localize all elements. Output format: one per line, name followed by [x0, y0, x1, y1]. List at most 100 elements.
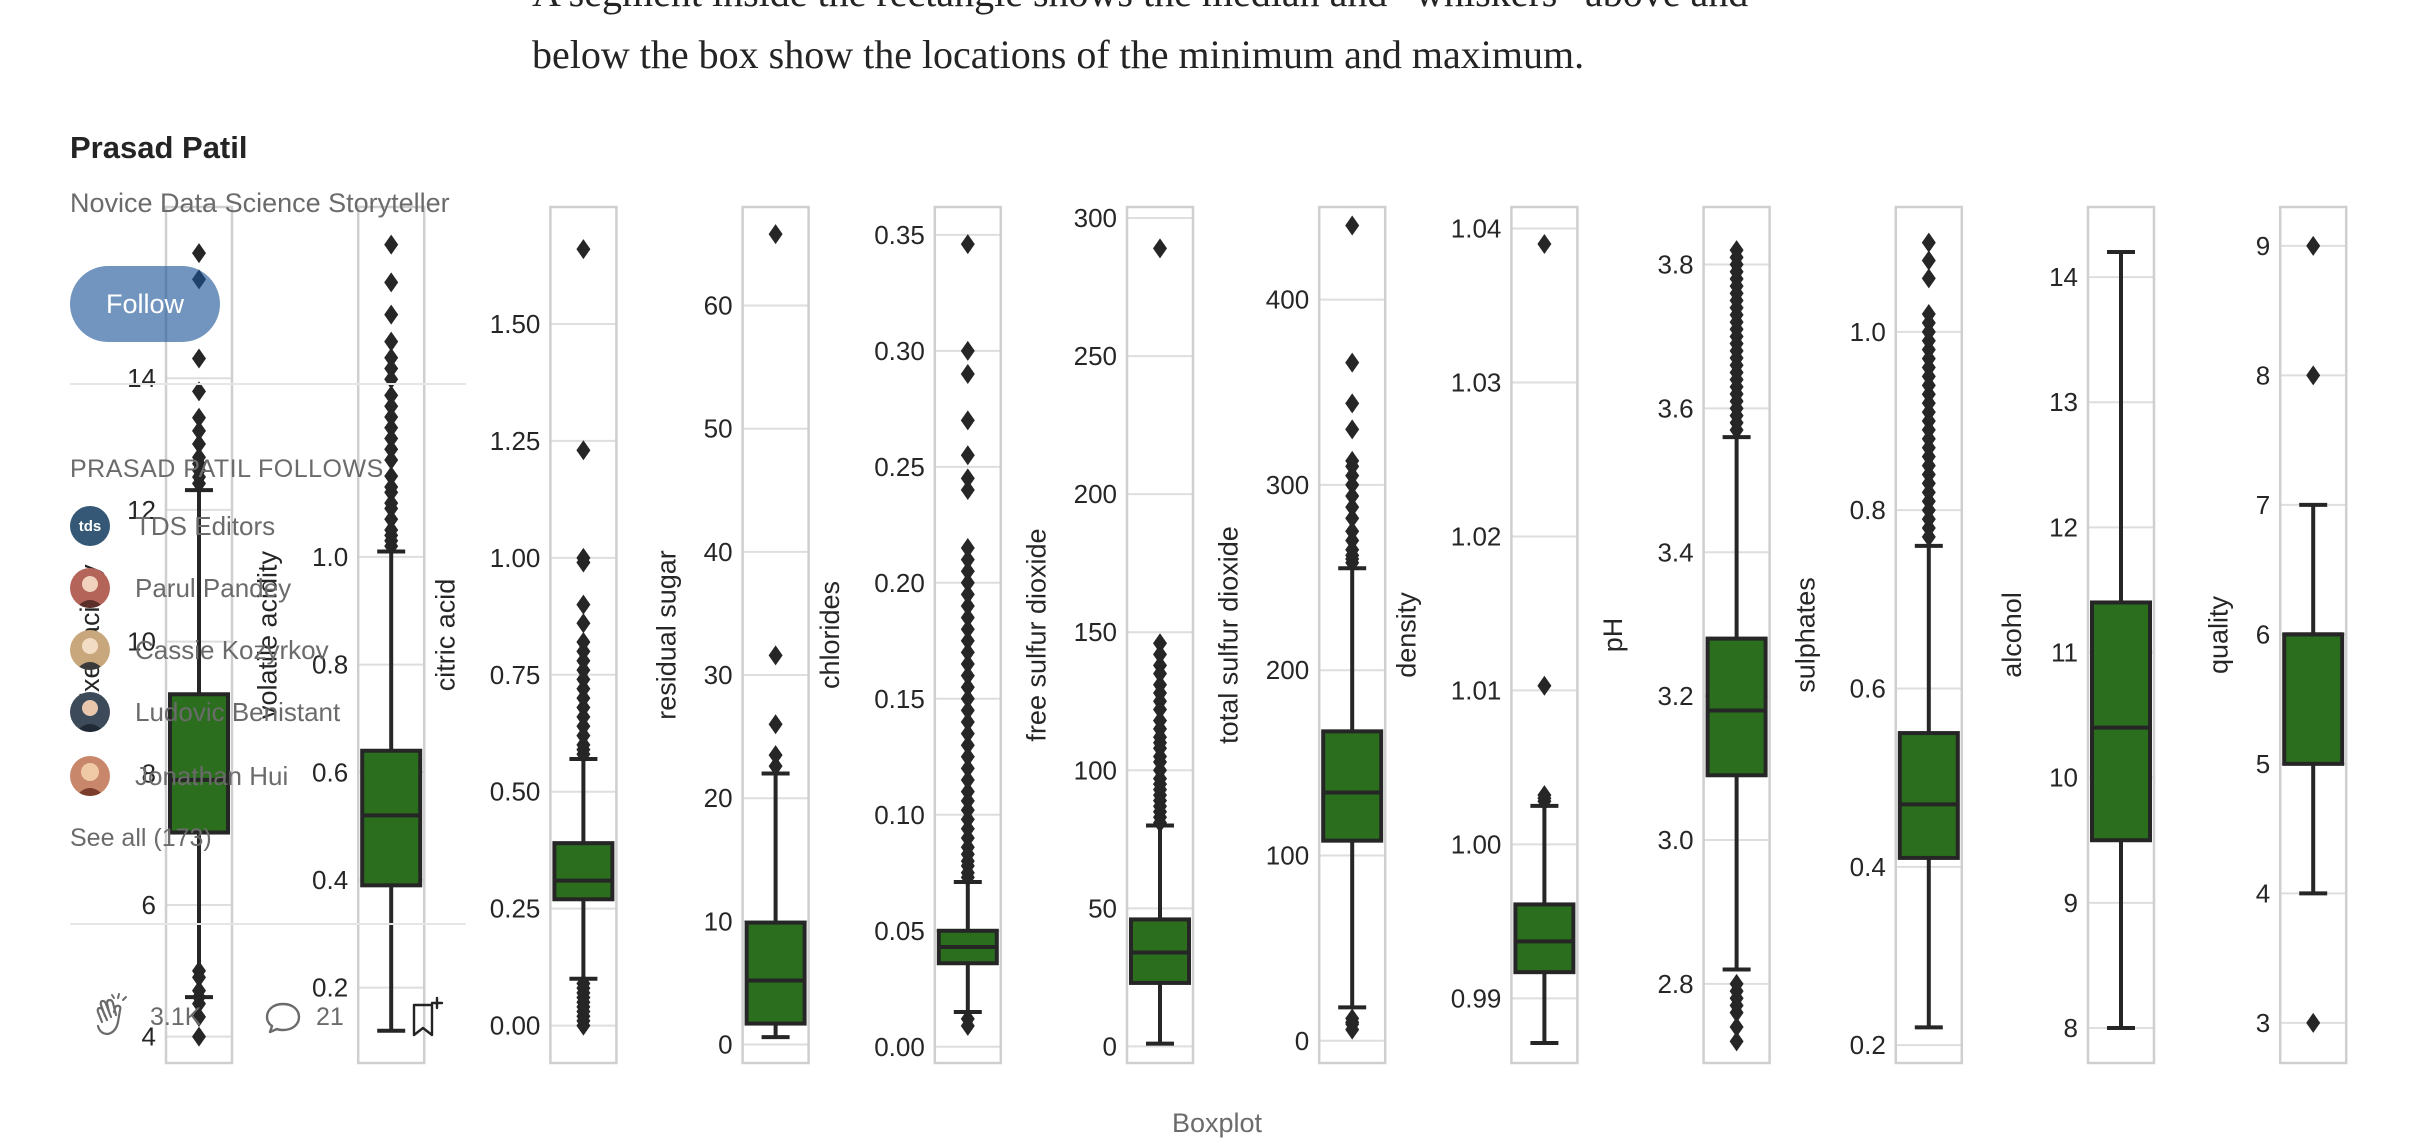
tick-label: 0.05 — [874, 916, 925, 946]
follow-item-ludovic-benistant[interactable]: Ludovic Benistant — [70, 692, 340, 732]
outlier-point — [960, 607, 975, 628]
article-paragraph-line: below the box show the locations of the … — [532, 32, 1585, 77]
comment-count: 21 — [316, 1002, 344, 1031]
outlier-point — [960, 1008, 975, 1029]
box — [2282, 632, 2345, 766]
tick-label: 1.0 — [1850, 317, 1886, 347]
tick-label: 0 — [1295, 1026, 1309, 1056]
follow-item-name: Parul Pandey — [135, 572, 292, 603]
tick-label: 3.2 — [1657, 681, 1693, 711]
tick-label: 0.25 — [490, 894, 541, 924]
tick-label: 0.00 — [874, 1032, 925, 1062]
tick-label: 1.03 — [1451, 368, 1502, 398]
axes-frame — [1894, 205, 1964, 1065]
tick-label: 8 — [2064, 1013, 2078, 1043]
tick-label: 3 — [2256, 1008, 2270, 1038]
tick-label: 50 — [1088, 893, 1117, 923]
outlier-point — [1345, 497, 1360, 518]
outlier-point — [1537, 675, 1552, 696]
avatar — [70, 692, 110, 732]
outlier-point — [576, 239, 591, 260]
outlier-point — [960, 653, 975, 674]
outlier-point — [384, 331, 399, 352]
axis-label: free sulfur dioxide — [1022, 528, 1052, 741]
tick-label: 7 — [2256, 490, 2270, 520]
box — [552, 841, 615, 902]
outlier-point — [1345, 215, 1360, 236]
outlier-point — [960, 723, 975, 744]
axes-frame — [356, 205, 426, 1065]
outlier-point — [1537, 785, 1552, 806]
comments-button[interactable]: 21 — [262, 992, 344, 1042]
author-name[interactable]: Prasad Patil — [70, 130, 248, 165]
follow-item-name: Ludovic Benistant — [135, 696, 341, 727]
outlier-point — [192, 1026, 206, 1047]
author-sidebar: Prasad Patil Novice Data Science Storyte… — [70, 0, 470, 1148]
axis-label: density — [1391, 592, 1421, 678]
outlier-point — [192, 407, 206, 428]
outlier-point — [960, 642, 975, 663]
tick-label: 0.99 — [1451, 983, 1502, 1013]
outlier-point — [192, 1006, 206, 1027]
avatar — [70, 630, 110, 670]
follows-heading: PRASAD PATIL FOLLOWS — [70, 455, 384, 483]
tick-label: 100 — [1266, 840, 1309, 870]
tick-label: 0 — [1103, 1031, 1117, 1061]
follow-item-parul-pandey[interactable]: Parul Pandey — [70, 568, 291, 608]
tick-label: 60 — [704, 291, 733, 321]
outlier-point — [960, 758, 975, 779]
outlier-point — [576, 973, 591, 994]
outlier-point — [384, 428, 399, 449]
tick-label: 100 — [1074, 755, 1117, 785]
box — [168, 692, 230, 835]
tick-label: 0.35 — [874, 220, 925, 250]
outlier-point — [960, 688, 975, 709]
tick-label: 20 — [704, 783, 733, 813]
outlier-point — [960, 781, 975, 802]
follow-item-cassie-kozyrkov[interactable]: Cassie Kozyrkov — [70, 630, 329, 670]
axes-frame — [1702, 205, 1771, 1065]
tick-label: 1.0 — [312, 542, 348, 572]
tick-label: 3.8 — [1657, 250, 1693, 280]
outlier-point — [384, 450, 399, 471]
outlier-point — [960, 364, 975, 385]
axes-frame — [1317, 205, 1387, 1065]
tick-label: 0.75 — [490, 660, 541, 690]
tick-label: 150 — [1074, 617, 1117, 647]
outlier-point — [576, 594, 591, 615]
clap-button[interactable]: 3.1K — [88, 992, 201, 1042]
article-paragraph-line: A segment inside the rectangle shows the… — [532, 0, 1748, 24]
see-all-link[interactable]: See all (173) — [70, 824, 212, 852]
outlier-point — [1921, 268, 1936, 289]
axes-frame — [2278, 205, 2348, 1065]
outlier-point — [384, 406, 399, 427]
axes-frame — [1125, 205, 1195, 1065]
tick-label: 0.2 — [1850, 1030, 1886, 1060]
tds-logo-icon: tds — [70, 506, 110, 546]
figure-caption: Boxplot — [1171, 1108, 1263, 1138]
tick-label: 10 — [2049, 763, 2078, 793]
outlier-point — [192, 960, 206, 981]
outlier-point — [960, 677, 975, 698]
outlier-point — [384, 396, 399, 417]
tick-label: 0.4 — [1850, 852, 1886, 882]
outlier-point — [384, 385, 399, 406]
outlier-point — [768, 645, 783, 666]
outlier-point — [384, 509, 399, 530]
follow-item-tds-editors[interactable]: tds TDS Editors — [70, 506, 275, 546]
box — [1705, 636, 1768, 778]
axis-label: sulphates — [1790, 577, 1820, 693]
outlier-point — [1345, 393, 1360, 414]
tick-label: 0.30 — [874, 336, 925, 366]
tick-label: 6 — [142, 890, 156, 920]
follow-item-jonathan-hui[interactable]: Jonathan Hui — [70, 756, 288, 796]
follow-button[interactable]: Follow — [70, 266, 220, 342]
outlier-point — [576, 440, 591, 461]
clap-icon — [96, 993, 127, 1036]
bookmark-button[interactable] — [408, 992, 448, 1042]
tick-label: 4 — [142, 1022, 156, 1052]
outlier-point — [768, 745, 783, 766]
outlier-point — [576, 632, 591, 653]
outlier-point — [576, 613, 591, 634]
axis-label: volatile acidity — [253, 550, 283, 719]
